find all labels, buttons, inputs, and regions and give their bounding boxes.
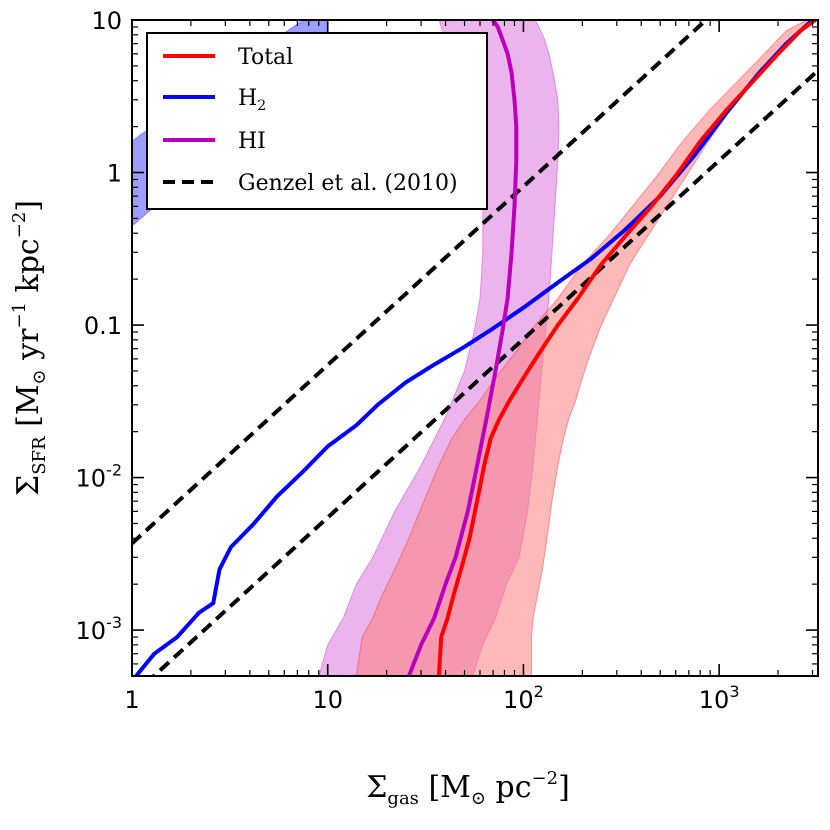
legend: Total H2 HI Genzel et al. (2010) bbox=[146, 32, 488, 210]
line-total bbox=[436, 20, 817, 676]
legend-box bbox=[146, 32, 488, 210]
x-tick-label: 102 bbox=[503, 682, 544, 714]
y-tick-label: 0.1 bbox=[84, 312, 122, 340]
band-total bbox=[355, 20, 818, 676]
legend-label-genzel: Genzel et al. (2010) bbox=[238, 171, 458, 196]
plot-frame bbox=[131, 19, 819, 677]
legend-label-h2: H2 bbox=[238, 86, 266, 114]
reference-lines bbox=[132, 20, 818, 676]
x-tick-label: 103 bbox=[699, 682, 740, 714]
y-tick-label: 10 bbox=[91, 7, 122, 35]
x-axis-label: Σgas [M⊙ pc−2] bbox=[366, 768, 570, 809]
legend-label-total: Total bbox=[238, 45, 293, 70]
reference-line-2 bbox=[150, 68, 818, 676]
legend-label-hi: HI bbox=[238, 129, 266, 154]
reference-line-1 bbox=[132, 20, 710, 545]
axis-ticks bbox=[131, 19, 818, 677]
line-hi bbox=[407, 20, 519, 676]
median-curves bbox=[134, 20, 817, 676]
y-tick-label: 1 bbox=[107, 160, 122, 188]
tick-labels: 1 10 102 103 10-3 10-2 0.1 1 10 bbox=[76, 7, 740, 714]
y-tick-label: 10-3 bbox=[76, 613, 123, 645]
x-tick-label: 1 bbox=[124, 686, 139, 714]
y-tick-label: 10-2 bbox=[76, 461, 123, 493]
y-axis-label: ΣSFR [M⊙ yr−1 kpc−2] bbox=[9, 200, 50, 496]
x-tick-label: 10 bbox=[312, 686, 343, 714]
